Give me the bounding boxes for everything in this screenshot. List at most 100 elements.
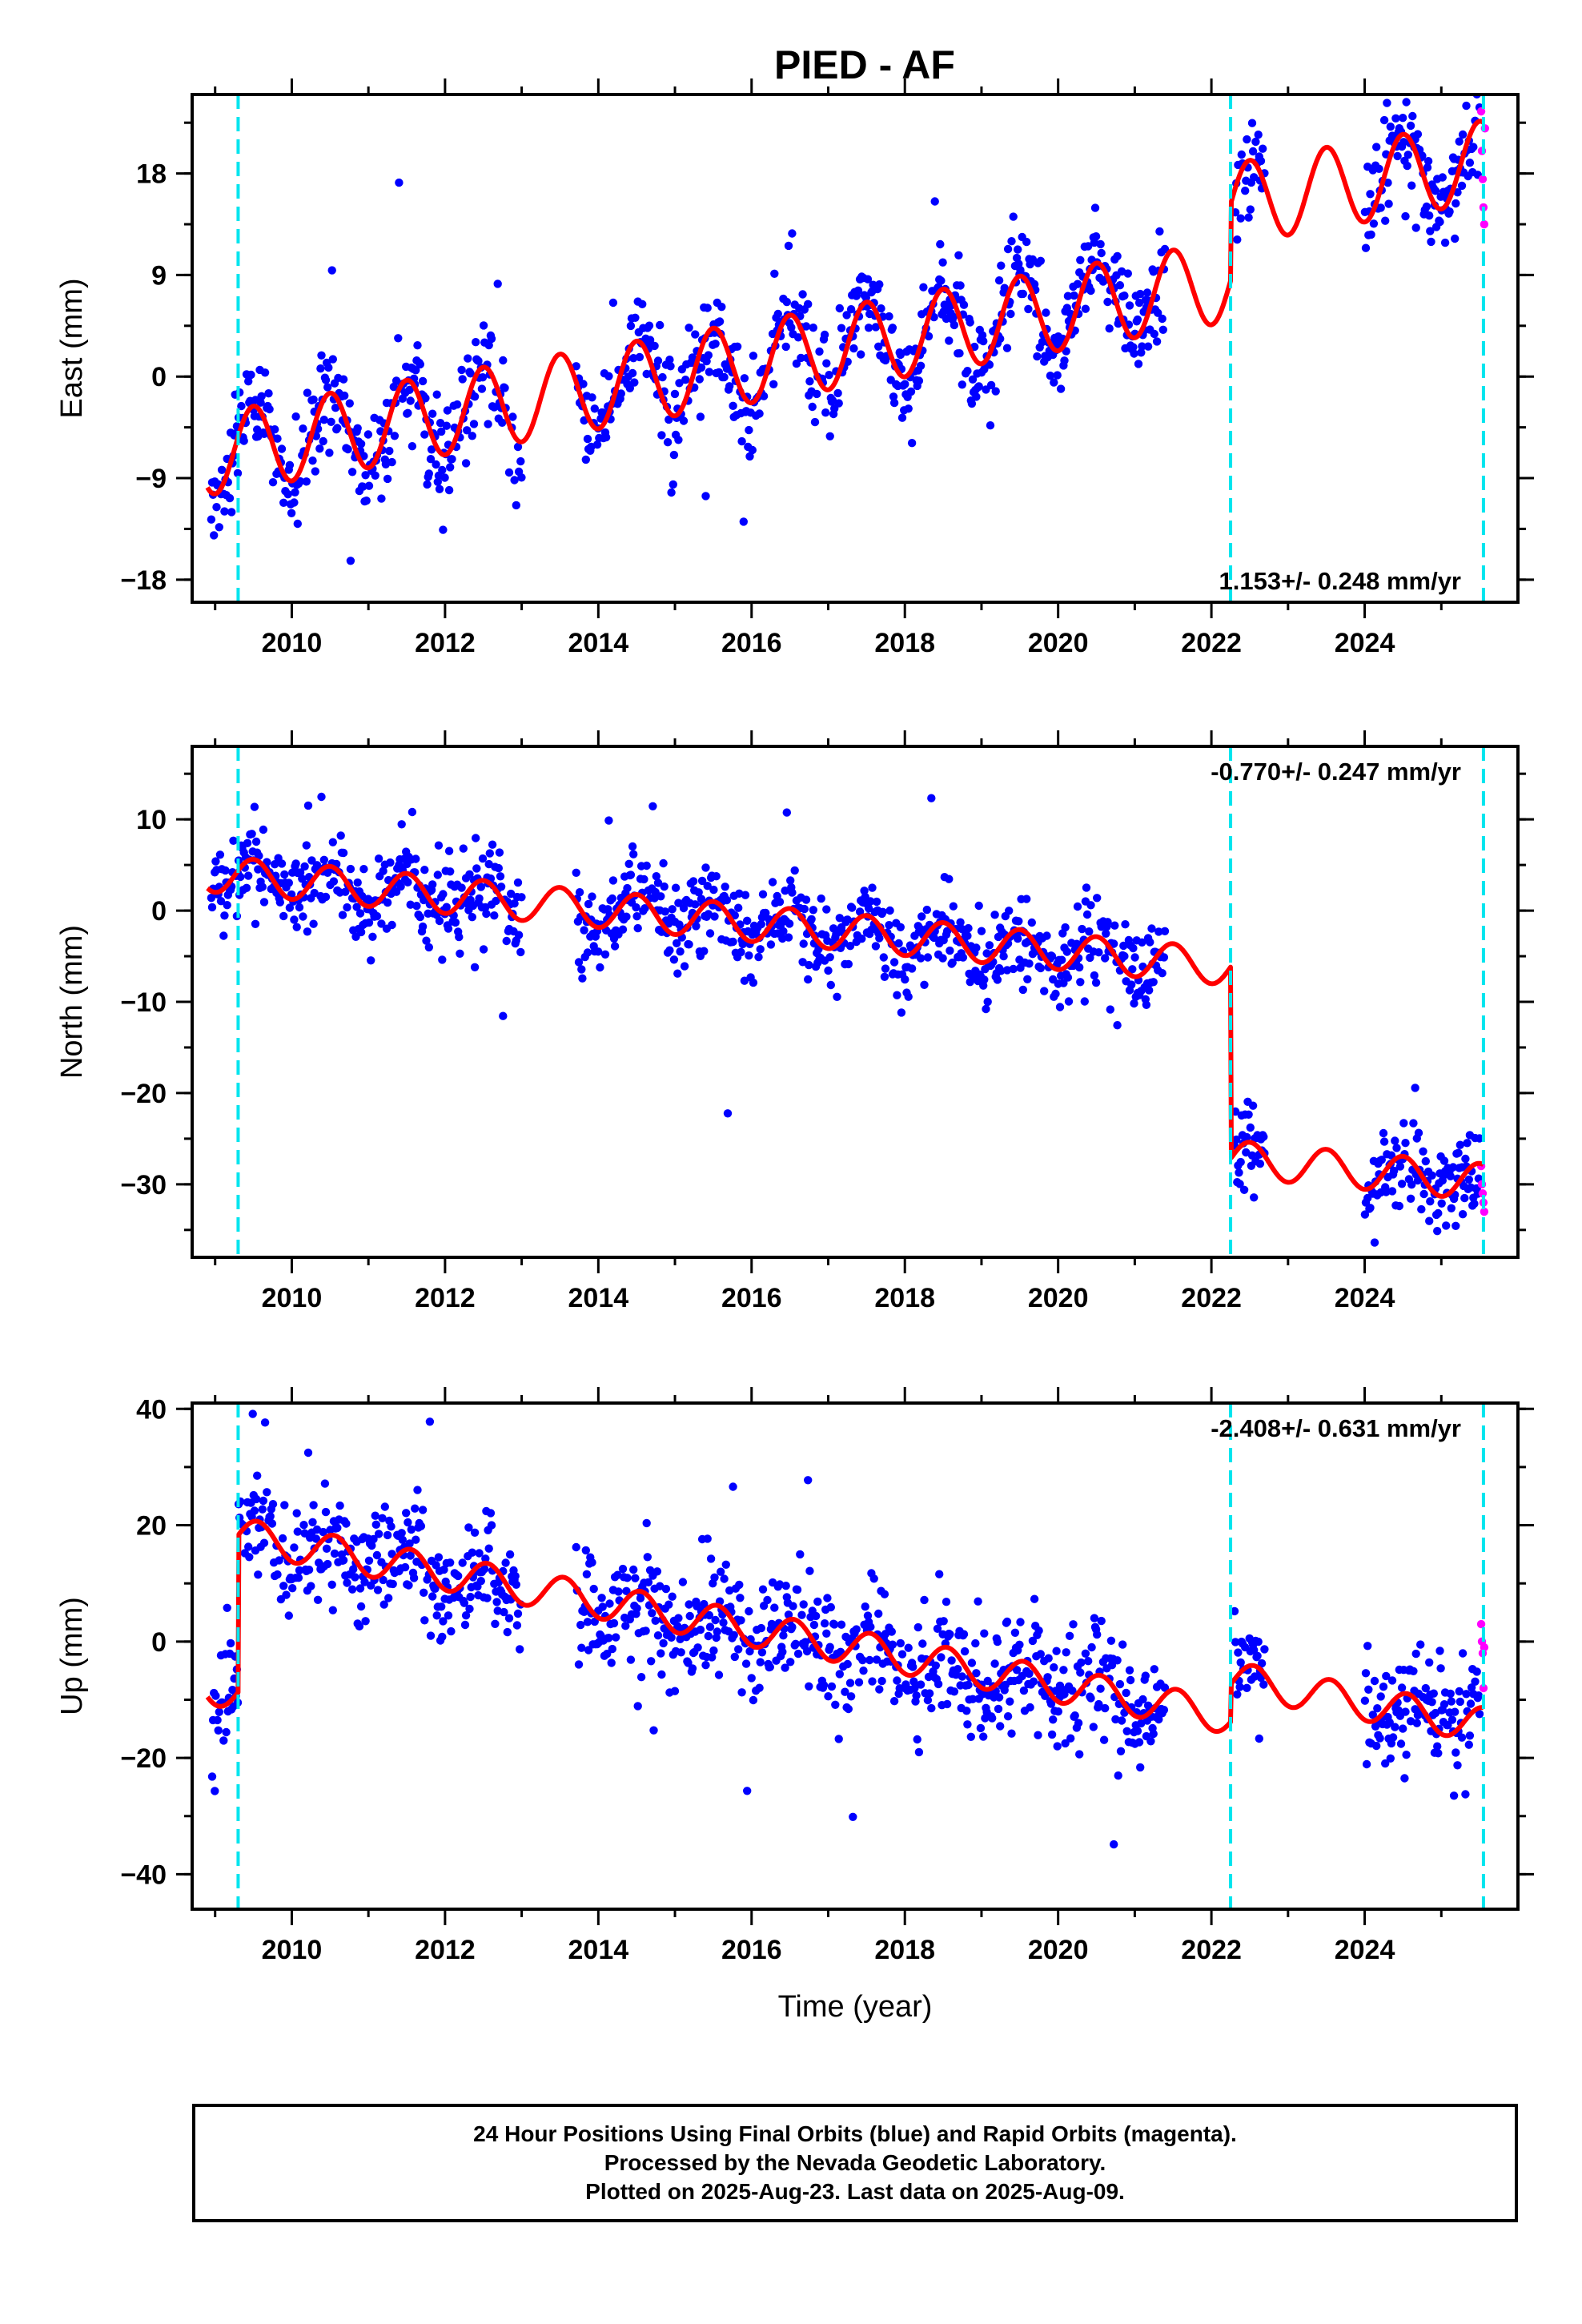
data-point bbox=[946, 946, 954, 955]
data-point bbox=[813, 1597, 822, 1606]
data-point bbox=[711, 340, 720, 348]
data-point bbox=[673, 969, 682, 978]
data-point bbox=[454, 1571, 463, 1581]
data-point bbox=[1379, 1137, 1389, 1146]
data-point bbox=[386, 858, 395, 867]
data-point bbox=[347, 1585, 357, 1594]
data-point bbox=[956, 918, 965, 927]
data-point bbox=[295, 903, 304, 912]
y-tick-label: 18 bbox=[136, 159, 167, 190]
data-point bbox=[294, 1574, 303, 1582]
data-point bbox=[1074, 1719, 1083, 1727]
data-point bbox=[860, 887, 869, 895]
data-point bbox=[432, 390, 441, 399]
data-point bbox=[424, 943, 433, 952]
data-point bbox=[939, 1617, 948, 1626]
data-point bbox=[1097, 1616, 1106, 1626]
data-point bbox=[1250, 173, 1259, 182]
data-point bbox=[872, 1655, 881, 1664]
data-point bbox=[930, 312, 938, 322]
data-point bbox=[444, 924, 453, 933]
data-point bbox=[1423, 157, 1433, 166]
data-point bbox=[1006, 1697, 1014, 1706]
data-point bbox=[372, 911, 382, 921]
data-point bbox=[709, 1646, 718, 1655]
data-point bbox=[302, 477, 311, 486]
x-tick-label: 2010 bbox=[262, 628, 323, 658]
data-point bbox=[950, 1687, 959, 1696]
rapid-point bbox=[1480, 1207, 1489, 1216]
data-point bbox=[1129, 943, 1138, 953]
data-point bbox=[1416, 1640, 1425, 1649]
data-point bbox=[695, 375, 704, 384]
data-point bbox=[408, 442, 417, 451]
x-tick-label: 2024 bbox=[1335, 1935, 1395, 1965]
data-point bbox=[327, 266, 336, 275]
data-point bbox=[319, 416, 328, 424]
data-point bbox=[1003, 1712, 1013, 1721]
data-point bbox=[942, 314, 951, 324]
data-point bbox=[866, 897, 875, 906]
data-point bbox=[666, 362, 675, 371]
data-point bbox=[896, 350, 905, 360]
data-point bbox=[1425, 1658, 1434, 1667]
data-point bbox=[1379, 1683, 1388, 1691]
data-point bbox=[638, 300, 647, 308]
data-point bbox=[626, 321, 636, 331]
data-point bbox=[420, 430, 429, 439]
data-point bbox=[954, 251, 963, 259]
data-point bbox=[920, 980, 929, 990]
data-point bbox=[758, 1585, 768, 1594]
data-point bbox=[845, 942, 855, 951]
data-point bbox=[1401, 1707, 1410, 1716]
data-point bbox=[793, 1649, 803, 1659]
data-point bbox=[607, 1659, 616, 1667]
data-point bbox=[220, 507, 229, 516]
data-point bbox=[835, 914, 845, 923]
data-point bbox=[888, 1640, 897, 1649]
data-point bbox=[383, 1530, 392, 1540]
data-point bbox=[950, 320, 959, 330]
data-point bbox=[278, 1534, 287, 1543]
data-point bbox=[516, 947, 525, 957]
data-point bbox=[470, 1528, 480, 1538]
data-point bbox=[1061, 923, 1070, 932]
data-point bbox=[400, 1562, 410, 1572]
data-point bbox=[858, 1655, 867, 1665]
data-point bbox=[404, 878, 412, 887]
data-point bbox=[324, 363, 333, 372]
data-point bbox=[1237, 150, 1247, 159]
data-point bbox=[1422, 202, 1431, 211]
data-point bbox=[1425, 211, 1434, 220]
data-point bbox=[385, 446, 394, 456]
data-point bbox=[601, 432, 611, 442]
data-point bbox=[260, 1418, 270, 1427]
data-point bbox=[875, 1685, 884, 1694]
data-point bbox=[1452, 1748, 1460, 1757]
data-point bbox=[346, 557, 355, 565]
data-point bbox=[412, 366, 420, 375]
data-point bbox=[1471, 1677, 1480, 1686]
data-point bbox=[1070, 1711, 1079, 1720]
panel-east: 2010 2012 2014 2016 2018 2020 2022 2024 −18 −9 0 9 1… bbox=[55, 78, 1534, 658]
data-point bbox=[915, 924, 925, 933]
data-point bbox=[678, 1578, 688, 1586]
data-point bbox=[790, 866, 799, 875]
data-point bbox=[945, 336, 954, 345]
data-point bbox=[1110, 939, 1118, 948]
data-point bbox=[1419, 1189, 1428, 1199]
data-point bbox=[629, 354, 638, 363]
data-point bbox=[572, 1542, 580, 1552]
data-point bbox=[729, 937, 737, 947]
data-point bbox=[1462, 1690, 1471, 1699]
data-point bbox=[1086, 901, 1095, 910]
data-point bbox=[630, 378, 639, 387]
data-point bbox=[434, 1553, 444, 1562]
data-point bbox=[665, 946, 674, 955]
data-point bbox=[885, 312, 893, 321]
data-point bbox=[320, 1479, 330, 1488]
data-point bbox=[264, 389, 273, 398]
y-tick-label: 9 bbox=[151, 260, 167, 291]
data-point bbox=[670, 1687, 680, 1695]
data-point bbox=[335, 1501, 344, 1510]
